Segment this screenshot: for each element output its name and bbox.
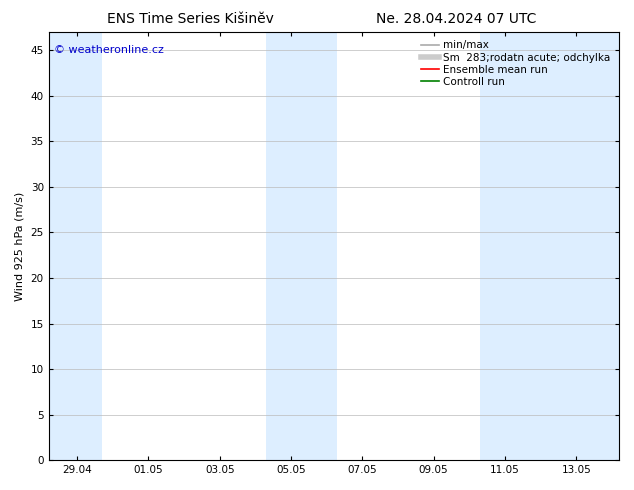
Bar (266, 32, 337, 460)
Bar (49, 32, 102, 460)
Text: ENS Time Series Kišinĕv: ENS Time Series Kišinĕv (107, 12, 274, 26)
Text: Ne. 28.04.2024 07 UTC: Ne. 28.04.2024 07 UTC (377, 12, 536, 26)
Text: © weatheronline.cz: © weatheronline.cz (55, 45, 164, 55)
Y-axis label: Wind 925 hPa (m/s): Wind 925 hPa (m/s) (15, 192, 25, 301)
Bar (480, 32, 619, 460)
Legend: min/max, Sm  283;rodatn acute; odchylka, Ensemble mean run, Controll run: min/max, Sm 283;rodatn acute; odchylka, … (417, 37, 614, 90)
